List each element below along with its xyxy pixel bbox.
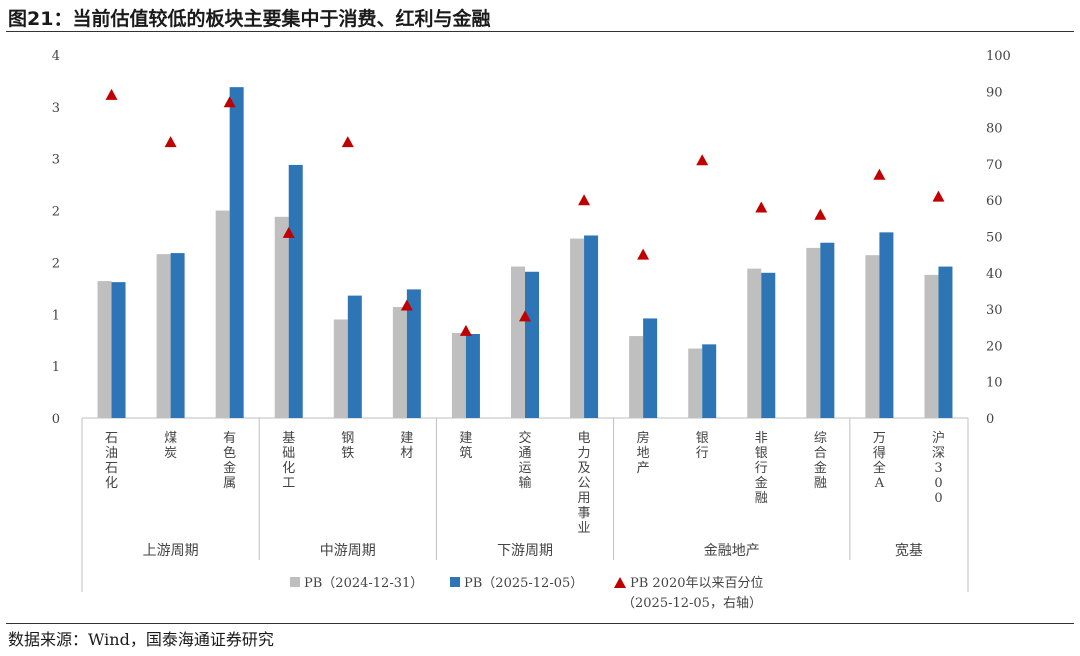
bar-pb-2025 — [465, 333, 480, 418]
y-right-tick-label: 0 — [986, 412, 994, 427]
x-category-label: 基础化工 — [282, 431, 295, 491]
source-rule — [6, 623, 1074, 624]
y-left-tick-label: 2 — [52, 256, 60, 271]
y-right-tick-label: 70 — [986, 158, 1003, 173]
y-right-tick-label: 80 — [986, 122, 1003, 137]
title-rule — [6, 31, 1074, 32]
x-category-label: 建筑 — [459, 431, 472, 461]
bar-pb-2025 — [938, 266, 953, 418]
pb-valuation-chart: 011223340102030405060708090100石油石化煤炭有色金属… — [52, 49, 1011, 611]
bar-pb-2025 — [643, 318, 658, 418]
bar-pb-2024 — [451, 332, 466, 418]
y-right-tick-label: 90 — [986, 85, 1003, 100]
percentile-marker — [696, 154, 709, 166]
percentile-marker — [637, 248, 650, 260]
y-left-tick-label: 0 — [52, 412, 60, 427]
y-left-tick-label: 3 — [52, 101, 60, 116]
x-category-label: 万得全 A — [873, 431, 886, 491]
bar-pb-2025 — [170, 253, 185, 418]
percentile-marker — [814, 208, 827, 220]
y-right-tick-label: 60 — [986, 194, 1003, 209]
y-right-tick-label: 30 — [986, 303, 1003, 318]
percentile-marker — [282, 226, 295, 238]
legend-label-pb-2024: PB（2024-12-31） — [304, 576, 423, 591]
y-left-tick-label: 1 — [52, 308, 60, 323]
x-category-label: 石油石化 — [105, 431, 118, 491]
bar-pb-2024 — [924, 274, 939, 418]
x-category-label: 建材 — [400, 431, 413, 461]
bar-pb-2024 — [747, 268, 762, 418]
y-left-tick-label: 1 — [52, 360, 60, 375]
percentile-marker — [105, 88, 118, 100]
bar-pb-2024 — [570, 238, 585, 418]
legend-marker-percentile — [614, 577, 626, 588]
bar-pb-2024 — [156, 254, 171, 418]
bar-pb-2025 — [702, 344, 717, 418]
percentile-marker — [578, 194, 591, 206]
y-right-tick-label: 50 — [986, 231, 1003, 246]
group-label: 宽基 — [895, 542, 923, 559]
bar-pb-2025 — [111, 282, 126, 418]
percentile-marker — [873, 168, 886, 180]
y-left-tick-label: 2 — [52, 205, 60, 220]
bar-pb-2024 — [392, 307, 407, 418]
bar-pb-2025 — [229, 87, 244, 418]
bar-pb-2025 — [347, 295, 362, 418]
x-category-label: 沪深 3 0 0 — [932, 430, 945, 506]
bar-pb-2025 — [288, 164, 303, 418]
legend-swatch-pb-2024 — [290, 577, 300, 587]
x-category-label: 钢铁 — [341, 431, 354, 461]
legend-label-pb-2025: PB（2025-12-05） — [464, 576, 583, 591]
bar-pb-2024 — [97, 281, 112, 418]
bar-pb-2024 — [274, 216, 289, 418]
y-right-tick-label: 100 — [986, 49, 1011, 64]
percentile-marker — [164, 136, 177, 148]
bar-pb-2025 — [820, 242, 835, 418]
bar-pb-2025 — [761, 272, 776, 418]
x-category-label: 银行 — [696, 431, 709, 461]
x-category-label: 交通运输 — [518, 430, 531, 491]
bar-pb-2025 — [525, 271, 539, 418]
percentile-marker — [459, 324, 472, 336]
x-category-label: 非银行金融 — [755, 431, 768, 506]
data-source: 数据来源：Wind，国泰海通证券研究 — [8, 630, 274, 649]
group-label: 下游周期 — [497, 543, 553, 559]
group-label: 中游周期 — [320, 543, 376, 559]
legend-swatch-pb-2025 — [450, 577, 460, 587]
x-category-label: 煤炭 — [164, 431, 177, 461]
bar-pb-2024 — [215, 210, 230, 418]
figure-title: 图21：当前估值较低的板块主要集中于消费、红利与金融 — [8, 8, 491, 30]
x-category-label: 综合金融 — [814, 431, 827, 491]
y-left-tick-label: 4 — [52, 49, 60, 64]
group-label: 上游周期 — [143, 543, 199, 559]
legend-note: （2025-12-05，右轴） — [622, 596, 762, 611]
bar-pb-2025 — [879, 232, 894, 418]
bar-pb-2024 — [333, 319, 348, 418]
group-label: 金融地产 — [704, 543, 760, 559]
legend-label-percentile: PB 2020年以来百分位 — [630, 576, 764, 591]
bar-pb-2025 — [584, 235, 599, 418]
x-category-label: 房地产 — [637, 430, 650, 476]
bar-pb-2024 — [511, 266, 525, 418]
x-category-label: 电力及公用事业 — [578, 431, 591, 536]
x-category-label: 有色金属 — [223, 431, 236, 491]
percentile-marker — [341, 136, 354, 148]
bar-pb-2025 — [406, 289, 421, 418]
y-right-tick-label: 10 — [986, 376, 1003, 391]
percentile-marker — [223, 96, 236, 108]
y-left-tick-label: 3 — [52, 153, 60, 168]
bar-pb-2024 — [806, 247, 821, 418]
percentile-marker — [519, 310, 531, 322]
percentile-marker — [755, 201, 768, 213]
bar-pb-2024 — [629, 336, 644, 418]
y-right-tick-label: 20 — [986, 339, 1003, 354]
percentile-marker — [932, 190, 945, 202]
bar-pb-2024 — [688, 348, 703, 418]
bar-pb-2024 — [865, 255, 880, 418]
y-right-tick-label: 40 — [986, 267, 1003, 282]
percentile-marker — [400, 299, 413, 311]
